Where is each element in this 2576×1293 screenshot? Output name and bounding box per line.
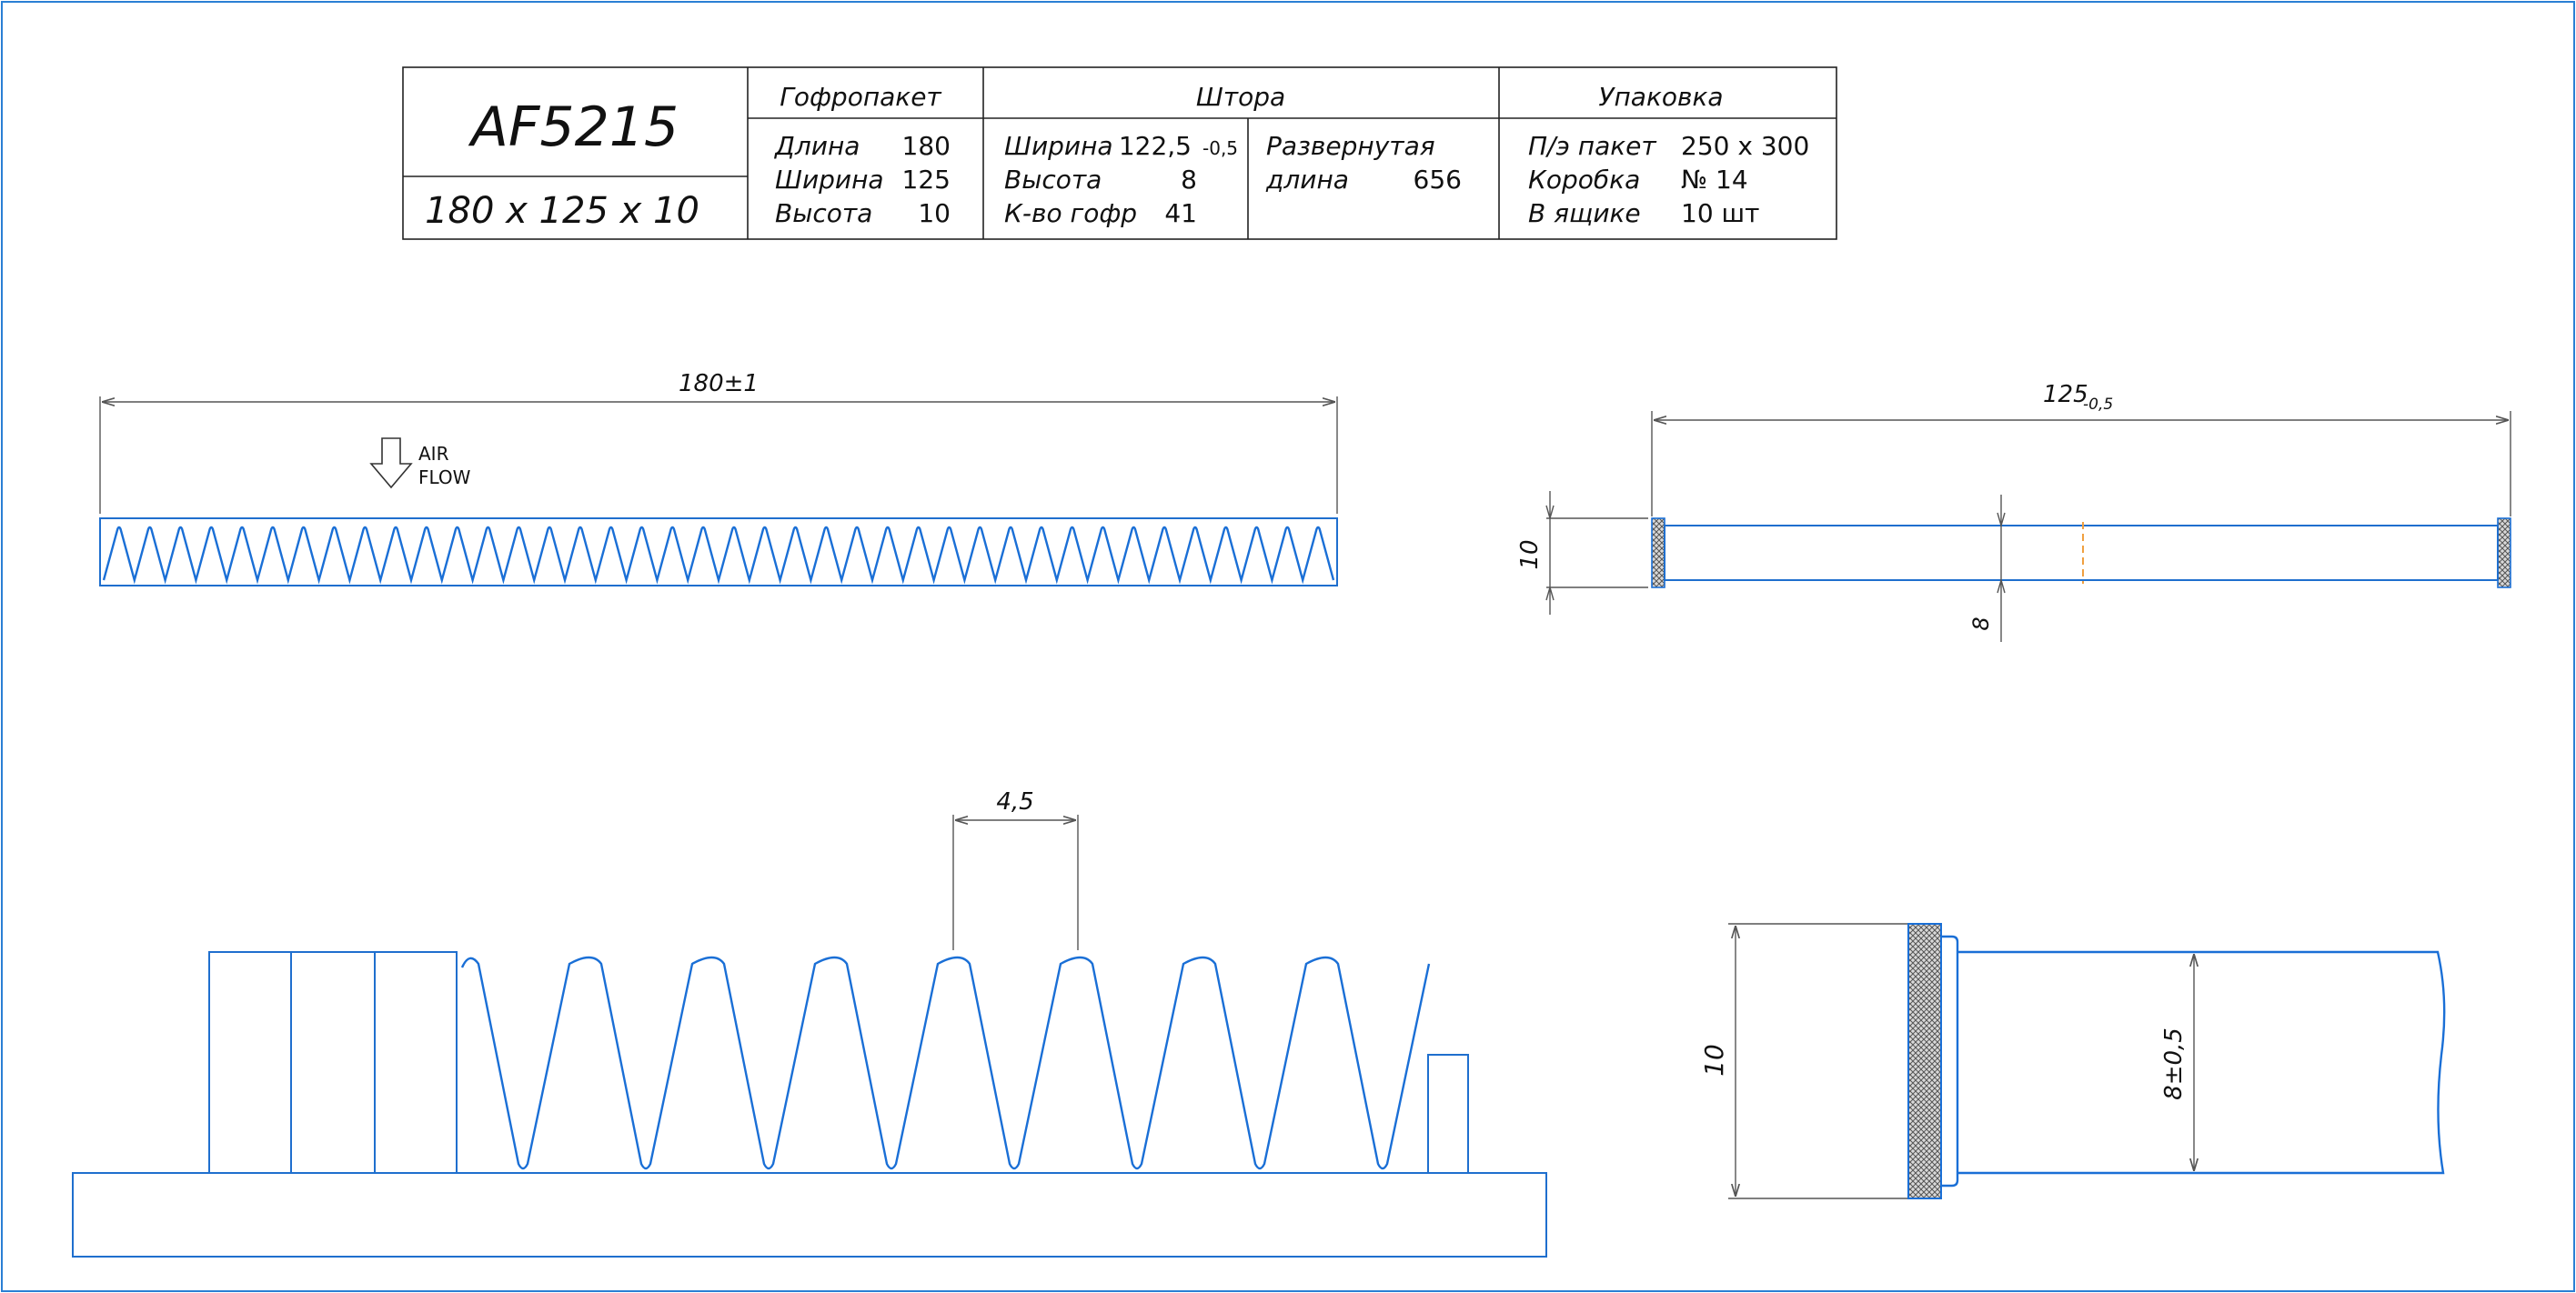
bag-value: 250 x 300 [1681, 131, 1809, 161]
spacer-block [208, 951, 458, 1174]
airflow-label-1: AIR [418, 443, 449, 465]
pack-height-label: Высота [775, 198, 872, 228]
base-plate [72, 1172, 1547, 1258]
crate-label: В ящике [1528, 198, 1641, 228]
width-dimension: 125 [2043, 381, 2088, 408]
pack-frame [99, 517, 1338, 586]
box-value: № 14 [1681, 165, 1748, 195]
pack-length-value: 180 [902, 131, 951, 161]
unfolded-value: 656 [1414, 165, 1462, 195]
pack-header: Гофропакет [780, 82, 941, 112]
model-code: AF5215 [468, 95, 679, 159]
bag-label: П/э пакет [1528, 131, 1656, 161]
edge-detail: 10 8±0,5 [1699, 923, 2446, 1199]
pack-height-value: 10 [918, 198, 951, 228]
model-size: 180 x 125 x 10 [425, 190, 699, 232]
edge-curtain-body [1957, 950, 2446, 1175]
crate-value: 10 шт [1681, 198, 1759, 228]
title-block: AF5215 180 x 125 x 10 Гофропакет Штора У… [402, 66, 1837, 240]
curtain-pleats-label: К-во гофр [1004, 198, 1137, 228]
pack-width-label: Ширина [775, 165, 884, 195]
packaging-header: Упаковка [1598, 82, 1723, 112]
front-view: 180±1 AIR FLOW [99, 370, 1338, 586]
height-dimension: 10 [1516, 539, 1544, 569]
unfolded-label-1: Развернутая [1266, 131, 1435, 161]
pleat-detail: 4,5 [72, 788, 1547, 1258]
box-label: Коробка [1528, 165, 1640, 195]
curtain-header: Штора [1196, 82, 1285, 112]
curtain-dimension: 8 [1968, 616, 1994, 630]
curtain-width-value: 122,5 [1119, 131, 1192, 161]
curtain-width-label: Ширина [1004, 131, 1113, 161]
side-view: 125 -0,5 10 8 [1516, 381, 2511, 642]
curtain-width-tolerance: -0,5 [1202, 137, 1238, 159]
curtain-pleats-value: 41 [1164, 198, 1197, 228]
edge-height-dimension: 10 [1699, 1044, 1729, 1077]
pleat-curtain-detail [460, 956, 1431, 1170]
curtain-height-value: 8 [1181, 165, 1197, 195]
pitch-dimension: 4,5 [996, 788, 1033, 816]
pack-width-value: 125 [902, 165, 951, 195]
airflow-arrow-icon [369, 437, 413, 489]
side-seal-right [2497, 517, 2511, 588]
edge-seal [1907, 923, 1942, 1199]
length-dimension: 180±1 [679, 370, 759, 397]
width-tolerance: -0,5 [2083, 396, 2113, 414]
pleat-curtain-front [102, 526, 1335, 585]
curtain-height-label: Высота [1004, 165, 1102, 195]
edge-curtain-dimension: 8±0,5 [2160, 1027, 2188, 1100]
pack-length-label: Длина [773, 131, 860, 161]
unfolded-label-2: длина [1265, 165, 1349, 195]
side-curtain [1664, 525, 2499, 581]
airflow-label-2: FLOW [418, 466, 471, 488]
side-seal-left [1651, 517, 1665, 588]
curtain-wrap [1941, 935, 1959, 1188]
